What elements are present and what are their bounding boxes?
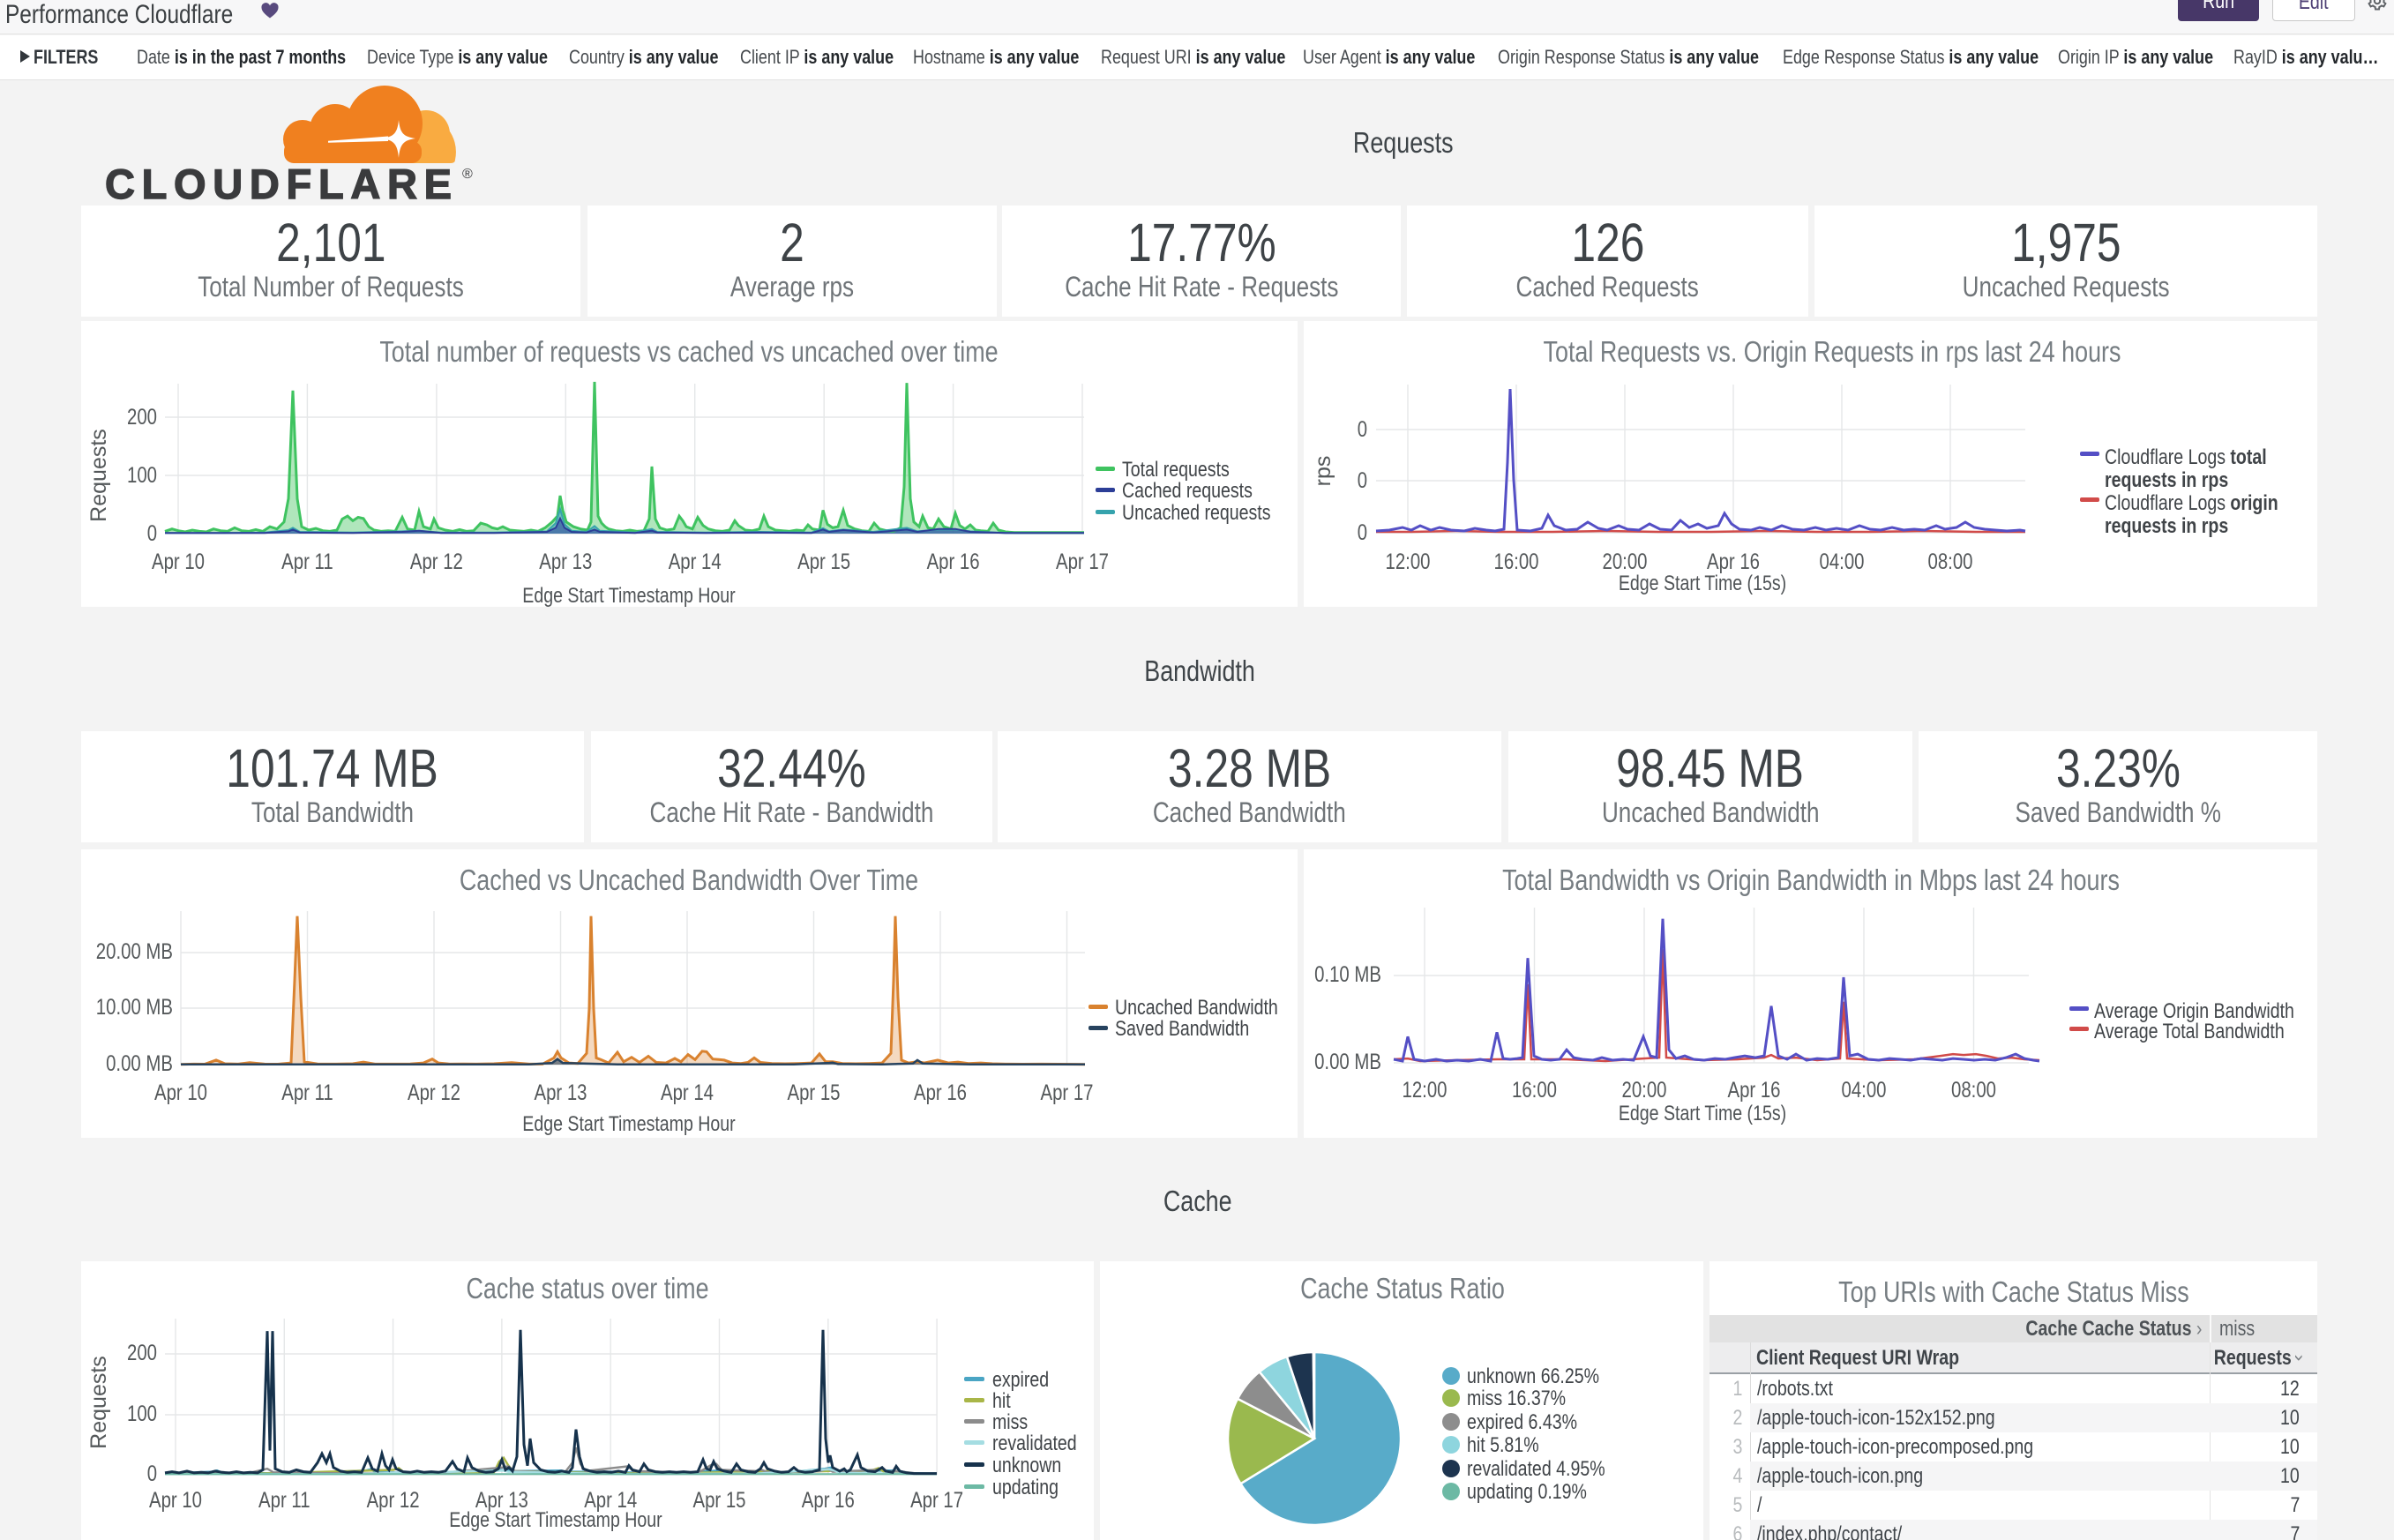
svg-text:Apr 10: Apr 10 <box>154 1080 207 1105</box>
svg-text:Apr 15: Apr 15 <box>693 1488 746 1513</box>
svg-text:Requests: Requests <box>86 1356 111 1449</box>
svg-text:Edge Start Time (15s): Edge Start Time (15s) <box>1619 1102 1786 1125</box>
svg-text:Edge Start Time (15s): Edge Start Time (15s) <box>1619 572 1786 595</box>
svg-text:Apr 16: Apr 16 <box>1728 1078 1781 1103</box>
svg-text:0: 0 <box>1358 520 1367 545</box>
svg-text:Cache status over time: Cache status over time <box>466 1272 708 1305</box>
svg-text:Apr 17: Apr 17 <box>1056 549 1109 574</box>
svg-text:100: 100 <box>127 1402 157 1426</box>
svg-text:Total Requests vs. Origin Requ: Total Requests vs. Origin Requests in rp… <box>1544 335 2121 368</box>
svg-text:Total number of requests vs ca: Total number of requests vs cached vs un… <box>379 335 998 368</box>
svg-text:Edge Start Timestamp Hour: Edge Start Timestamp Hour <box>522 584 735 607</box>
svg-text:0: 0 <box>1358 468 1367 493</box>
svg-text:0: 0 <box>1358 417 1367 442</box>
svg-text:Apr 17: Apr 17 <box>1041 1080 1094 1105</box>
svg-text:Cloudflare Logs: Cloudflare Logs <box>2105 491 2226 515</box>
svg-text:Total requests: Total requests <box>1122 458 1230 482</box>
svg-text:Apr 11: Apr 11 <box>281 549 333 574</box>
svg-text:Average Origin Bandwidth: Average Origin Bandwidth <box>2094 999 2294 1023</box>
svg-text:16:00: 16:00 <box>1494 549 1539 574</box>
svg-text:updating 0.19%: updating 0.19% <box>1467 1480 1587 1504</box>
svg-text:hit: hit <box>992 1389 1011 1413</box>
svg-text:Apr 12: Apr 12 <box>408 1080 460 1105</box>
svg-text:Apr 12: Apr 12 <box>410 549 463 574</box>
svg-text:Average Total Bandwidth: Average Total Bandwidth <box>2094 1020 2285 1043</box>
svg-text:0: 0 <box>147 521 157 546</box>
svg-text:Apr 16: Apr 16 <box>1707 549 1760 574</box>
svg-text:Uncached Bandwidth: Uncached Bandwidth <box>1115 996 1278 1020</box>
svg-text:Cached vs Uncached Bandwidth O: Cached vs Uncached Bandwidth Over Time <box>460 863 918 896</box>
svg-text:08:00: 08:00 <box>1928 549 1973 574</box>
svg-text:Total Bandwidth vs Origin Band: Total Bandwidth vs Origin Bandwidth in M… <box>1502 863 2120 896</box>
svg-text:Cloudflare Logs: Cloudflare Logs <box>2105 445 2226 469</box>
svg-text:Uncached requests: Uncached requests <box>1122 501 1271 525</box>
svg-text:08:00: 08:00 <box>1951 1078 1996 1103</box>
svg-text:200: 200 <box>127 1341 157 1365</box>
svg-text:16:00: 16:00 <box>1512 1078 1557 1103</box>
svg-text:unknown: unknown <box>992 1454 1061 1477</box>
svg-text:requests in rps: requests in rps <box>2105 514 2228 538</box>
svg-text:Apr 11: Apr 11 <box>258 1488 310 1513</box>
svg-text:total: total <box>2230 445 2266 469</box>
svg-text:04:00: 04:00 <box>1842 1078 1887 1103</box>
svg-text:expired 6.43%: expired 6.43% <box>1467 1410 1577 1434</box>
svg-text:®: ® <box>462 167 473 182</box>
svg-text:Edge Start Timestamp Hour: Edge Start Timestamp Hour <box>449 1508 662 1532</box>
svg-text:Apr 17: Apr 17 <box>910 1488 963 1513</box>
svg-text:Apr 14: Apr 14 <box>669 549 722 574</box>
svg-text:Apr 13: Apr 13 <box>535 1080 587 1105</box>
svg-text:Apr 16: Apr 16 <box>914 1080 967 1105</box>
svg-text:0: 0 <box>147 1462 157 1486</box>
svg-text:20:00: 20:00 <box>1622 1078 1667 1103</box>
svg-text:unknown 66.25%: unknown 66.25% <box>1467 1364 1599 1388</box>
svg-text:0.10 MB: 0.10 MB <box>1314 962 1381 987</box>
svg-text:10.00 MB: 10.00 MB <box>96 995 173 1020</box>
svg-text:miss 16.37%: miss 16.37% <box>1467 1387 1566 1410</box>
svg-text:Apr 13: Apr 13 <box>539 549 592 574</box>
svg-text:rps: rps <box>1311 456 1335 487</box>
svg-text:revalidated: revalidated <box>992 1432 1077 1455</box>
svg-text:expired: expired <box>992 1368 1049 1392</box>
svg-text:Apr 16: Apr 16 <box>927 549 980 574</box>
svg-text:requests in rps: requests in rps <box>2105 468 2228 492</box>
svg-text:revalidated 4.95%: revalidated 4.95% <box>1467 1457 1605 1481</box>
svg-text:hit 5.81%: hit 5.81% <box>1467 1433 1539 1457</box>
svg-text:20.00 MB: 20.00 MB <box>96 939 173 964</box>
svg-text:Apr 15: Apr 15 <box>788 1080 841 1105</box>
svg-text:Apr 15: Apr 15 <box>797 549 850 574</box>
svg-text:04:00: 04:00 <box>1820 549 1865 574</box>
svg-text:Apr 10: Apr 10 <box>152 549 205 574</box>
svg-text:Apr 16: Apr 16 <box>802 1488 855 1513</box>
svg-text:Apr 13: Apr 13 <box>475 1488 528 1513</box>
svg-text:Cache Status Ratio: Cache Status Ratio <box>1300 1272 1505 1305</box>
svg-text:miss: miss <box>992 1410 1028 1434</box>
svg-text:100: 100 <box>127 463 157 488</box>
svg-text:20:00: 20:00 <box>1603 549 1648 574</box>
svg-text:updating: updating <box>992 1476 1059 1499</box>
svg-text:CLOUDFLARE: CLOUDFLARE <box>105 161 460 207</box>
svg-text:Apr 12: Apr 12 <box>367 1488 420 1513</box>
svg-text:Apr 14: Apr 14 <box>584 1488 637 1513</box>
svg-text:origin: origin <box>2230 491 2278 515</box>
svg-text:Cached requests: Cached requests <box>1122 479 1253 503</box>
svg-text:200: 200 <box>127 405 157 430</box>
svg-text:Edge Start Timestamp Hour: Edge Start Timestamp Hour <box>522 1112 735 1136</box>
svg-text:12:00: 12:00 <box>1386 549 1431 574</box>
svg-text:Requests: Requests <box>86 429 111 522</box>
svg-text:0.00 MB: 0.00 MB <box>106 1051 173 1076</box>
svg-text:Saved Bandwidth: Saved Bandwidth <box>1115 1017 1249 1041</box>
svg-text:Apr 11: Apr 11 <box>281 1080 333 1105</box>
svg-text:12:00: 12:00 <box>1403 1078 1448 1103</box>
svg-text:Apr 14: Apr 14 <box>661 1080 714 1105</box>
svg-text:Apr 10: Apr 10 <box>149 1488 202 1513</box>
svg-text:0.00 MB: 0.00 MB <box>1314 1050 1381 1074</box>
